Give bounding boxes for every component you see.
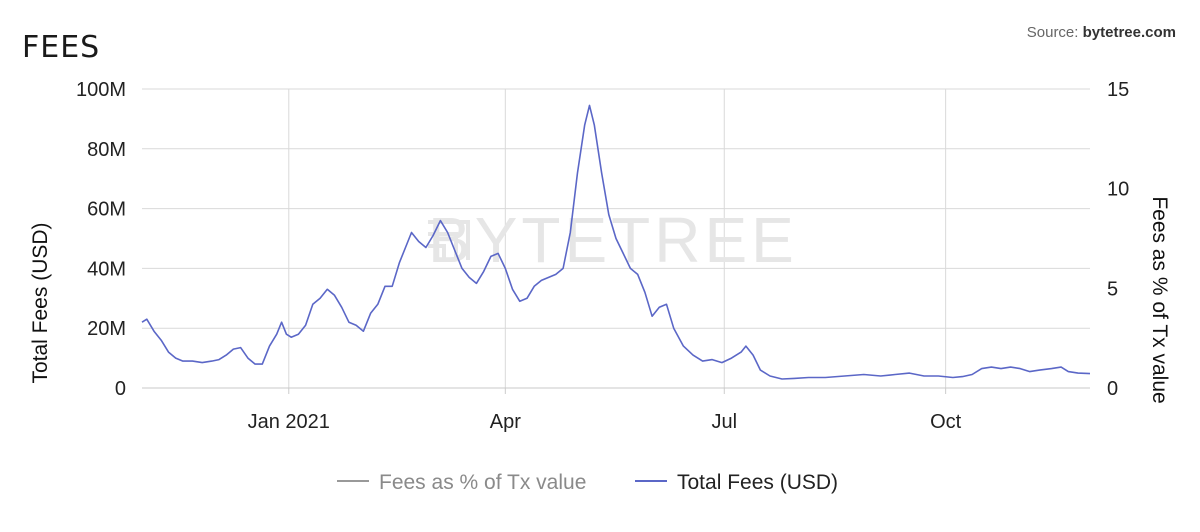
x-tick-label: Jul xyxy=(711,411,737,433)
y-right-tick-label: 15 xyxy=(1107,79,1129,101)
x-tick-label: Jan 2021 xyxy=(248,411,330,433)
legend-item[interactable]: Fees as % of Tx value xyxy=(337,471,586,494)
legend-label: Fees as % of Tx value xyxy=(379,471,586,494)
y-left-tick-label: 20M xyxy=(87,318,126,340)
source-credit: Source: bytetree.com xyxy=(1027,24,1176,41)
y-axis-right-label: Fees as % of Tx value xyxy=(1148,196,1171,403)
y-left-tick-label: 100M xyxy=(76,79,126,101)
y-left-tick-label: 60M xyxy=(87,199,126,221)
legend: Fees as % of Tx value Total Fees (USD) xyxy=(337,471,838,494)
y-left-tick-label: 80M xyxy=(87,139,126,161)
series-lines xyxy=(141,104,1091,380)
source-link[interactable]: bytetree.com xyxy=(1082,24,1176,41)
y-axis-left-label: Total Fees (USD) xyxy=(29,222,52,383)
y-right-tick-label: 0 xyxy=(1107,378,1118,400)
y-left-tick-label: 0 xyxy=(115,378,126,400)
y-left-tick-label: 40M xyxy=(87,258,126,280)
right-axis-ticks: 0 5 10 15 xyxy=(1107,79,1129,400)
y-right-tick-label: 10 xyxy=(1107,179,1129,201)
x-axis-ticks: Jan 2021 Apr Jul Oct xyxy=(248,388,962,433)
left-axis-ticks: 0 20M 40M 60M 80M 100M xyxy=(76,79,126,400)
watermark-text: BYTETREE xyxy=(428,204,798,276)
x-tick-label: Oct xyxy=(930,411,962,433)
legend-item[interactable]: Total Fees (USD) xyxy=(635,471,838,494)
grid-lines xyxy=(142,88,1090,389)
source-label: Source: xyxy=(1026,24,1079,41)
series-line-total-fees-usd xyxy=(141,104,1091,380)
x-tick-label: Apr xyxy=(490,411,521,433)
chart-title: FEES xyxy=(22,30,101,65)
legend-label: Total Fees (USD) xyxy=(677,471,838,494)
y-right-tick-label: 5 xyxy=(1107,278,1118,300)
